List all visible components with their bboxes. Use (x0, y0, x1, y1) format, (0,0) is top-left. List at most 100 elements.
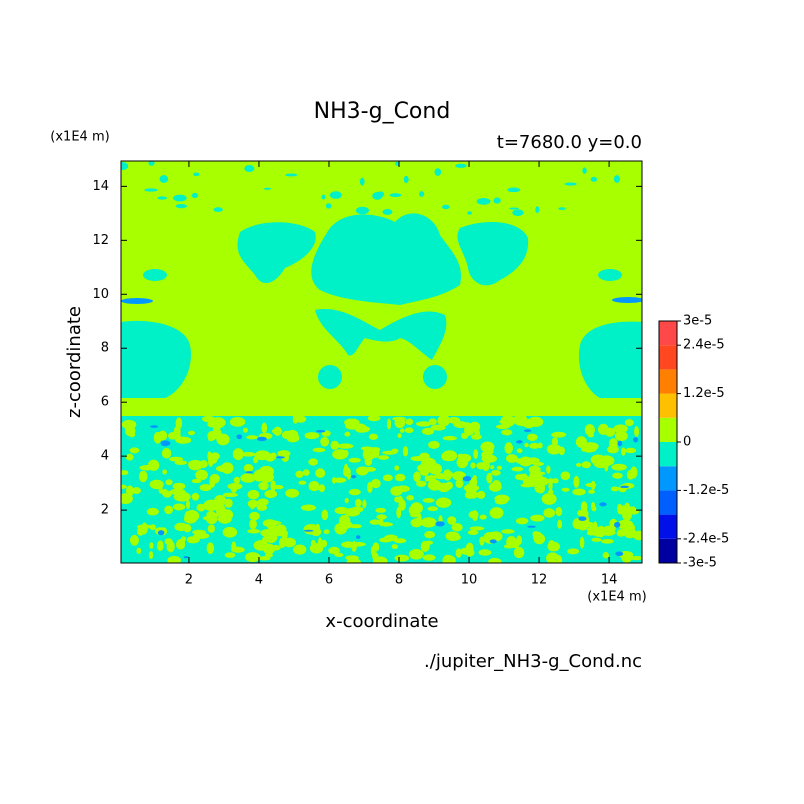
region (382, 474, 393, 482)
region (343, 463, 349, 475)
region (253, 456, 259, 464)
region (315, 523, 320, 532)
colorbar-tick-label: -3e-5 (683, 556, 717, 571)
region (376, 191, 384, 198)
region (193, 172, 200, 177)
region (419, 452, 430, 460)
region (368, 433, 379, 440)
region (158, 430, 168, 441)
region (315, 309, 447, 360)
region (271, 544, 281, 551)
region (189, 509, 196, 521)
region (621, 522, 636, 534)
y-axis-label: z-coordinate (64, 306, 85, 418)
region (362, 499, 367, 509)
region (162, 469, 168, 475)
region (325, 203, 332, 209)
region (398, 499, 406, 511)
region (348, 457, 361, 463)
region (230, 482, 238, 493)
region (489, 539, 497, 544)
region (258, 481, 269, 491)
region (286, 433, 300, 443)
region (476, 462, 488, 470)
region (321, 509, 329, 521)
region (156, 540, 164, 552)
region (428, 440, 440, 449)
region (451, 523, 463, 532)
region (247, 489, 260, 500)
region (457, 222, 529, 286)
region (491, 480, 502, 491)
region (180, 492, 186, 501)
region (242, 427, 248, 433)
region (394, 496, 401, 503)
region (183, 556, 189, 559)
region (338, 514, 351, 526)
region (168, 456, 184, 462)
region (555, 506, 563, 517)
region (140, 530, 146, 535)
region (370, 447, 381, 452)
region (513, 547, 525, 559)
region (121, 298, 153, 304)
region (382, 208, 393, 215)
region (578, 321, 642, 398)
region (606, 526, 612, 536)
region (511, 466, 524, 472)
region (231, 541, 237, 553)
region (516, 440, 523, 444)
region (506, 536, 517, 548)
region (121, 470, 129, 476)
region (303, 529, 314, 532)
region (394, 465, 400, 471)
region (405, 418, 414, 426)
region (185, 500, 191, 510)
region (481, 454, 497, 463)
region (548, 489, 554, 495)
region (125, 453, 134, 461)
region (437, 414, 451, 427)
x-tick-label: 12 (531, 573, 548, 588)
region (455, 163, 467, 168)
region (164, 538, 173, 545)
region (614, 521, 621, 528)
region (321, 194, 326, 200)
region (529, 471, 546, 476)
region (585, 482, 597, 487)
region (359, 177, 365, 186)
region (469, 526, 485, 531)
region (257, 436, 267, 442)
region (343, 449, 349, 457)
region (527, 525, 537, 528)
region (240, 473, 256, 483)
region (502, 416, 514, 427)
colorbar-band (659, 514, 677, 539)
region (159, 175, 169, 183)
region (615, 551, 624, 556)
region (172, 482, 186, 490)
region (121, 320, 191, 398)
region (304, 432, 320, 440)
region (233, 476, 241, 484)
region (379, 522, 394, 527)
colorbar-band (659, 442, 677, 467)
region (579, 509, 589, 519)
region (224, 498, 233, 508)
region (593, 532, 605, 537)
region (488, 531, 503, 542)
region (370, 452, 375, 460)
region (303, 523, 320, 535)
region (372, 542, 380, 552)
region (392, 416, 407, 421)
colorbar-tick-label: 3e-5 (683, 314, 712, 329)
region (293, 544, 307, 555)
region (136, 547, 142, 554)
region (270, 452, 277, 460)
y-tick-label: 4 (101, 449, 109, 464)
region (447, 516, 457, 525)
region (427, 506, 439, 512)
region (369, 519, 382, 525)
source-label: ./jupiter_NH3-g_Cond.nc (424, 651, 642, 672)
region (311, 213, 461, 305)
